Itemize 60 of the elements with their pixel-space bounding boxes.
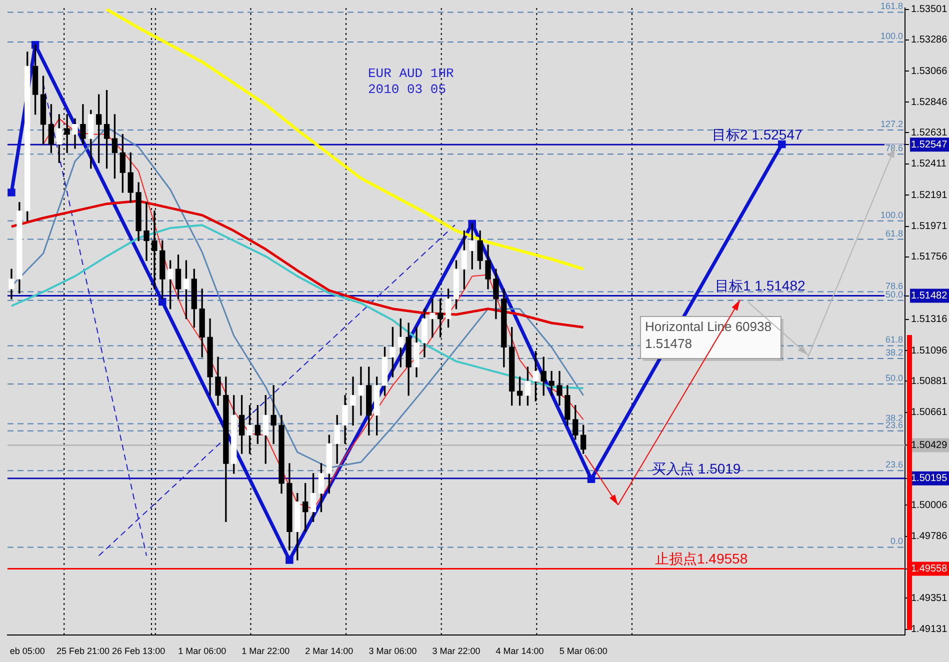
point	[158, 298, 166, 306]
y-tick-label: 1.51482	[911, 290, 948, 302]
y-tick-label: 1.52547	[911, 139, 948, 150]
annotation: 100.0	[880, 210, 903, 220]
y-tick-label: 1.52411	[911, 158, 947, 170]
x-tick-label: 5 Mar 06:00	[559, 646, 608, 656]
annotation: 50.0	[885, 289, 903, 300]
annotation: 127.2	[880, 119, 903, 130]
y-tick-label: 1.52631	[911, 127, 948, 138]
ref-line-label: 目标2 1.52547	[712, 126, 802, 143]
annotation: 23.6	[885, 460, 903, 470]
annotation: 2010 03 05	[368, 82, 446, 97]
candlestick	[358, 366, 364, 416]
y-tick-label: 1.51316	[911, 314, 948, 326]
y-tick-label: 1.51096	[911, 345, 948, 356]
y-tick-label: 1.51971	[911, 221, 948, 232]
point	[778, 140, 786, 148]
ref-line-label: 目标1 1.51482	[715, 278, 806, 294]
x-tick-label: 3 Mar 06:00	[368, 646, 417, 656]
annotation: 100.0	[880, 31, 903, 42]
x-tick-label: 25 Feb 21:00	[56, 646, 110, 656]
x-tick-label: 1 Mar 22:00	[242, 646, 290, 656]
y-tick-label: 1.49131	[911, 624, 948, 636]
x-tick-label: 3 Mar 22:00	[432, 646, 480, 656]
y-tick-label: 1.52846	[911, 96, 948, 108]
x-tick-label: 4 Mar 14:00	[496, 646, 544, 656]
y-tick-label: 1.50429	[911, 440, 948, 451]
y-tick-label: 1.50881	[911, 376, 948, 387]
annotation: 38.2	[885, 347, 903, 358]
annotation: 50.0	[885, 373, 903, 384]
point	[286, 556, 294, 564]
annotation: 0.0	[890, 536, 903, 546]
annotation: 61.8	[885, 228, 903, 238]
x-tick-label: 2 Mar 14:00	[305, 646, 354, 656]
candlestick	[430, 298, 436, 338]
annotation: 161.8	[880, 1, 903, 12]
annotation: 61.8	[885, 334, 903, 345]
y-tick-label: 1.50661	[911, 407, 948, 418]
point	[8, 188, 16, 196]
y-tick-label: 1.50006	[911, 500, 948, 511]
y-tick-label: 1.53501	[911, 4, 948, 16]
y-tick-label: 1.49351	[911, 592, 948, 604]
candlestick	[270, 385, 276, 444]
y-tick-label: 1.49786	[911, 531, 948, 542]
candlestick	[548, 370, 554, 396]
y-tick-label: 1.53286	[911, 34, 948, 46]
y-tick-label: 1.50195	[911, 473, 948, 484]
annotation: 78.6	[885, 280, 903, 291]
x-tick-label: 1 Mar 06:00	[178, 646, 226, 656]
annotation: EUR AUD 1HR	[368, 66, 454, 81]
y-tick-label: 1.53066	[911, 66, 948, 77]
point	[587, 475, 596, 483]
candlestick	[350, 376, 356, 426]
y-tick-label: 1.49558	[911, 564, 948, 575]
x-tick-label: eb 05:00	[10, 646, 45, 656]
ref-line-label: 止损点1.49558	[655, 550, 748, 567]
annotation: 23.6	[885, 420, 903, 430]
y-tick-label: 1.52191	[911, 190, 948, 201]
y-tick-label: 1.51756	[911, 252, 948, 263]
x-tick-label: 26 Feb 13:00	[112, 646, 166, 656]
